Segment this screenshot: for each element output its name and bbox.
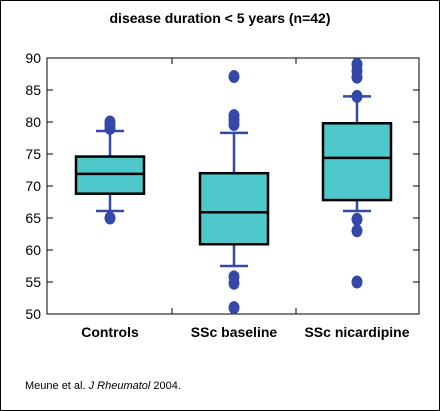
x-category-label: SSc baseline <box>191 324 278 340</box>
outlier-point <box>104 115 116 129</box>
outlier-point <box>351 57 363 71</box>
outlier-point <box>228 270 240 284</box>
y-tick-label: 55 <box>25 274 41 290</box>
y-tick-label: 70 <box>25 178 41 194</box>
outlier-point <box>351 275 363 289</box>
box <box>198 171 270 246</box>
outlier-point <box>351 212 363 226</box>
citation: Meune et al. J Rheumatol 2004. <box>25 380 181 392</box>
box <box>74 155 146 195</box>
outlier-point <box>228 301 240 315</box>
citation-authors: Meune et al. <box>25 380 89 392</box>
x-category-label: SSc nicardipine <box>304 324 409 340</box>
y-tick-label: 90 <box>25 50 41 66</box>
outlier-point <box>104 211 116 225</box>
outlier-point <box>351 89 363 103</box>
box <box>321 122 393 202</box>
outlier-point <box>228 70 240 84</box>
y-tick-label: 60 <box>25 242 41 258</box>
citation-journal: J Rheumatol <box>88 380 151 392</box>
outlier-point <box>351 224 363 238</box>
y-tick-label: 65 <box>25 210 41 226</box>
citation-year: 2004. <box>150 380 181 392</box>
chart-title: disease duration < 5 years (n=42) <box>109 10 331 26</box>
y-tick-label: 85 <box>25 82 41 98</box>
outlier-point <box>228 109 240 123</box>
y-tick-label: 80 <box>25 114 41 130</box>
y-tick-label: 50 <box>25 306 41 322</box>
x-category-label: Controls <box>81 324 139 340</box>
y-tick-label: 75 <box>25 146 41 162</box>
